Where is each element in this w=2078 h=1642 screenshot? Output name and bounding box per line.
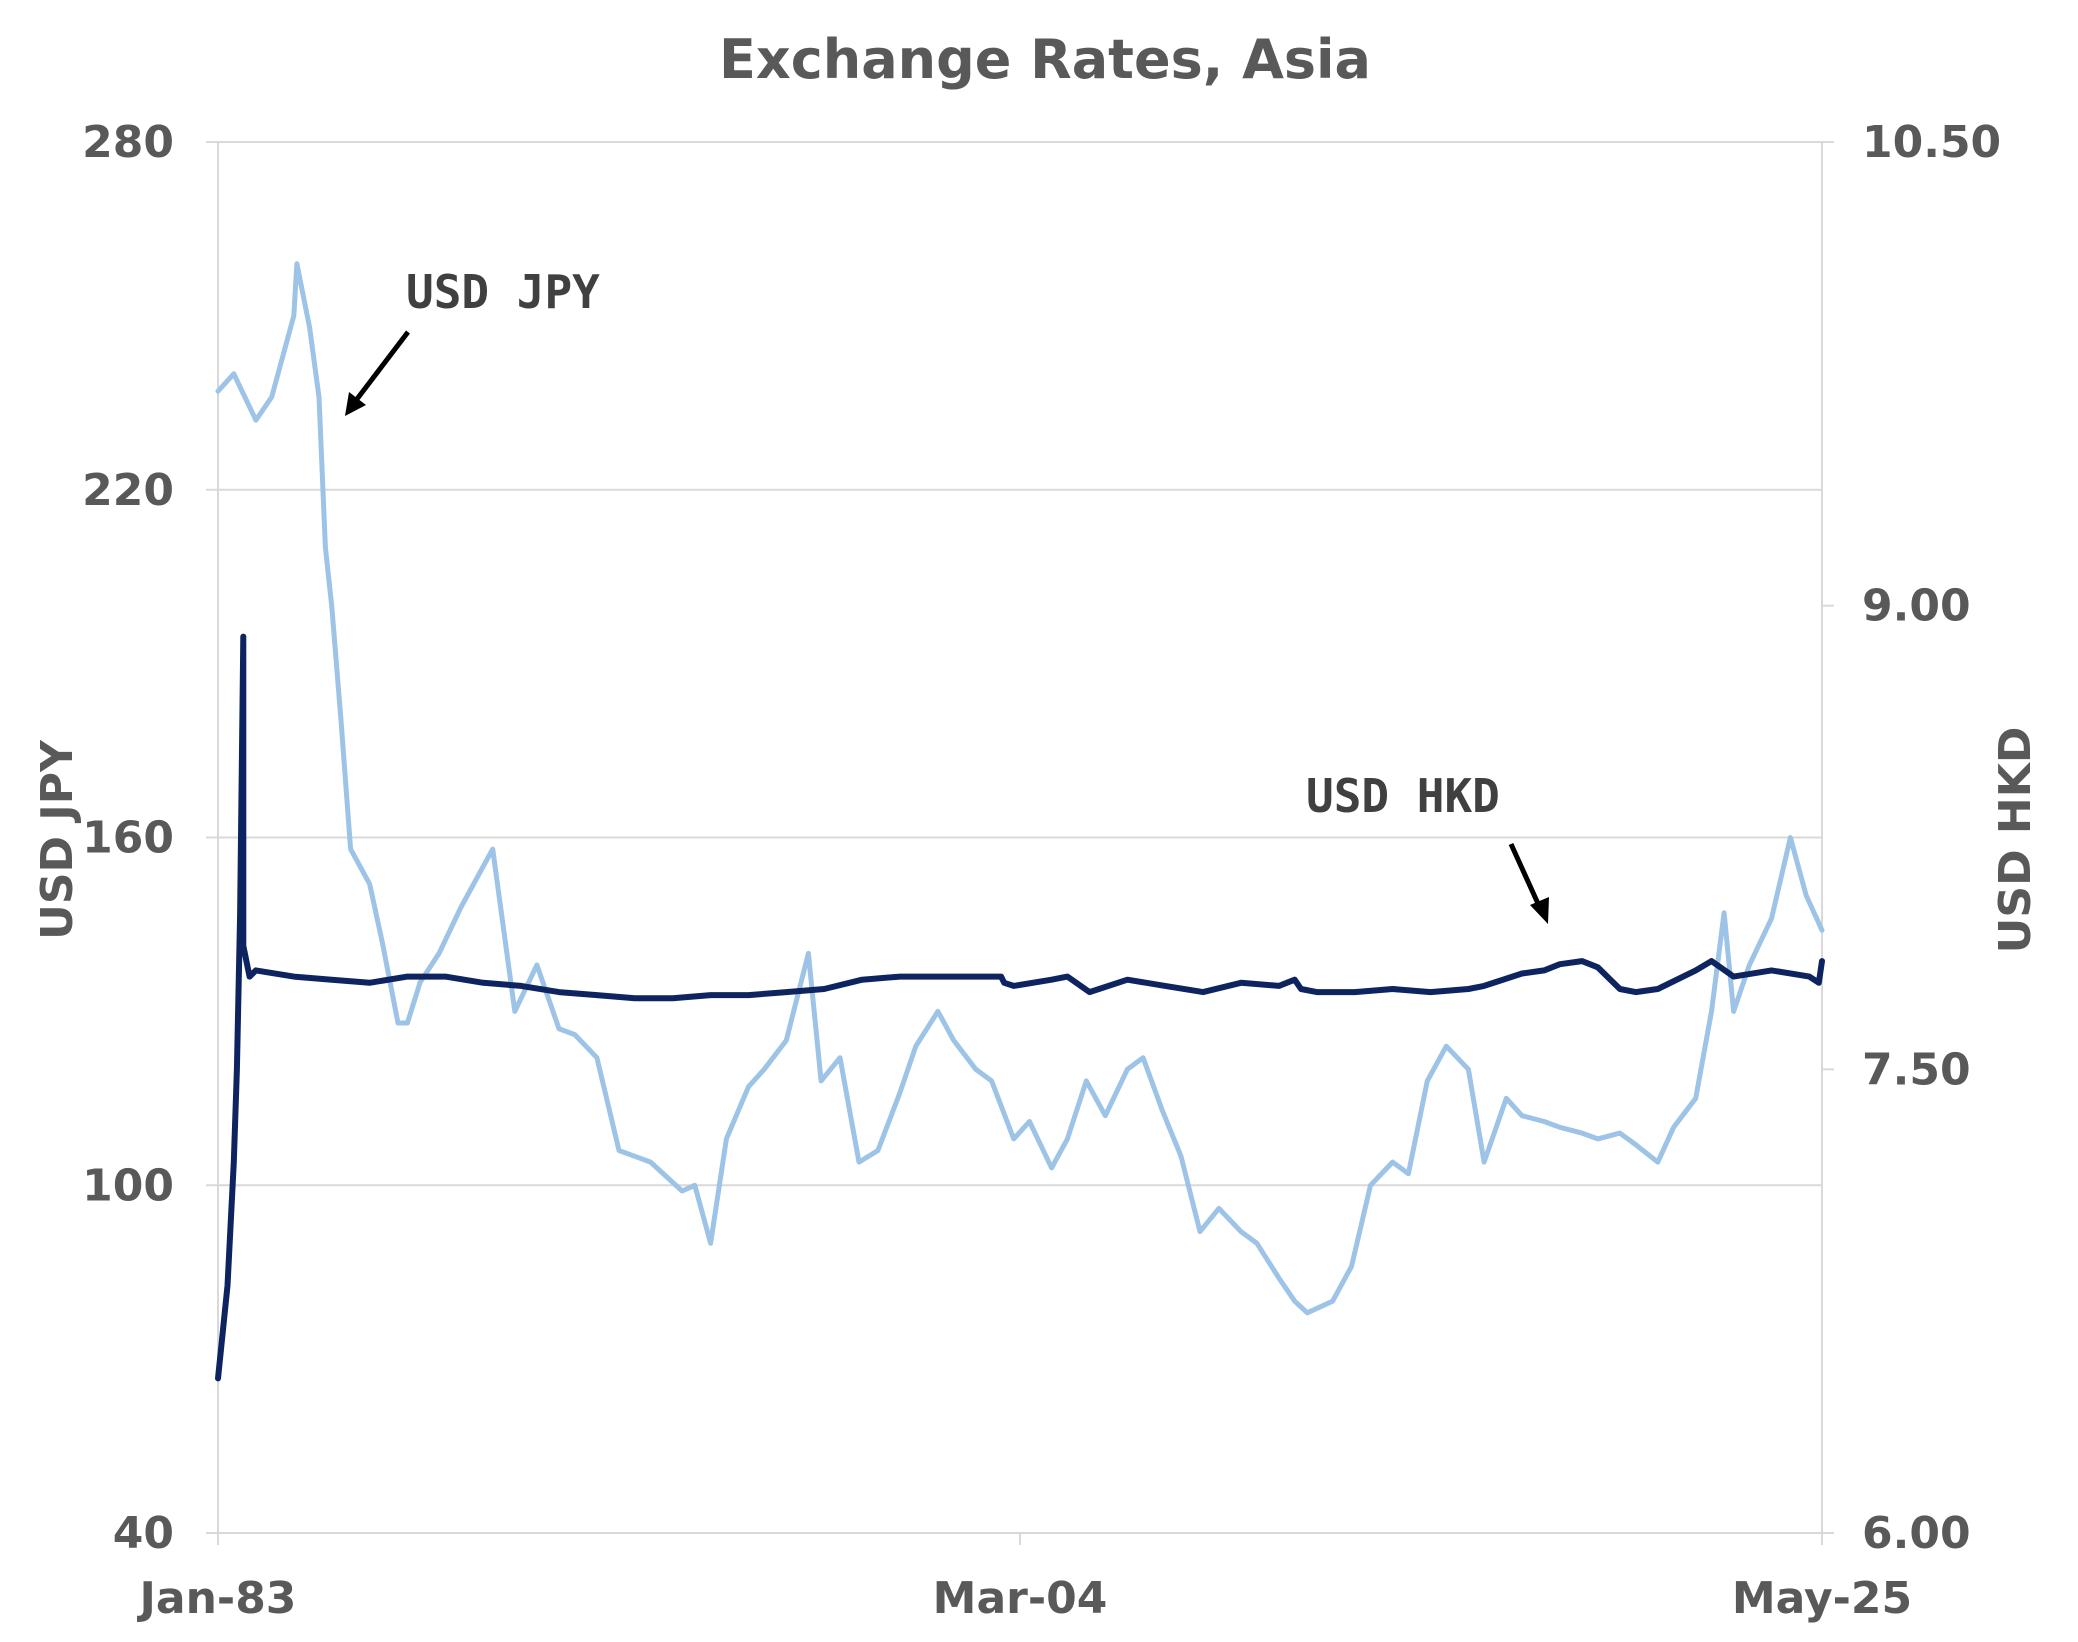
left-tick-label: 280 [82, 117, 174, 168]
right-tick-label: 9.00 [1862, 581, 1971, 632]
series-layer [215, 261, 1825, 1382]
left-axis-label: USD JPY [32, 739, 83, 940]
right-tick-label: 7.50 [1862, 1044, 1971, 1095]
series-line-usd-hkd [215, 633, 1825, 1382]
arrow-usd-jpy [345, 330, 410, 416]
right-axis-ticks: 6.00 7.50 9.00 10.50 [1822, 117, 2001, 1559]
annotation-usd-jpy: USD JPY [406, 265, 600, 319]
series-line-usd-jpy [215, 261, 1825, 1316]
left-axis-ticks: 40 100 160 220 280 [82, 117, 218, 1559]
right-tick-label: 10.50 [1862, 117, 2001, 168]
arrow-usd-hkd [1508, 842, 1549, 924]
left-tick-label: 220 [82, 465, 174, 516]
right-tick-label: 6.00 [1862, 1508, 1971, 1559]
x-tick-label: May-25 [1732, 1573, 1912, 1624]
x-tick-label: Jan-83 [137, 1573, 297, 1624]
x-axis-ticks: Jan-83 Mar-04 May-25 [137, 1533, 1912, 1624]
chart-title: Exchange Rates, Asia [719, 28, 1371, 91]
left-tick-label: 160 [82, 813, 174, 864]
annotation-usd-hkd: USD HKD [1306, 769, 1500, 823]
gridlines [218, 141, 1822, 1187]
right-axis-label: USD HKD [1990, 727, 2041, 954]
x-tick-label: Mar-04 [933, 1573, 1108, 1624]
left-tick-label: 40 [113, 1508, 174, 1559]
left-tick-label: 100 [82, 1160, 174, 1211]
